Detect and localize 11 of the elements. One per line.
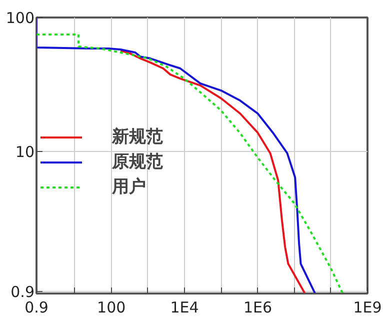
y-tick-label: 0.9: [10, 283, 35, 302]
x-tick-label: 1E4: [170, 298, 199, 316]
x-tick-label: 0.9: [24, 298, 48, 316]
legend-label: 原规范: [112, 151, 163, 173]
x-tick-label: 1E6: [243, 298, 272, 316]
legend-label: 用户: [112, 176, 146, 198]
x-tick-label: 1E9: [353, 298, 382, 316]
x-tick-label: 100: [97, 298, 126, 316]
y-tick-label: 100: [6, 9, 35, 27]
y-tick-label: 10: [15, 142, 35, 161]
legend-label: 新规范: [112, 126, 163, 148]
